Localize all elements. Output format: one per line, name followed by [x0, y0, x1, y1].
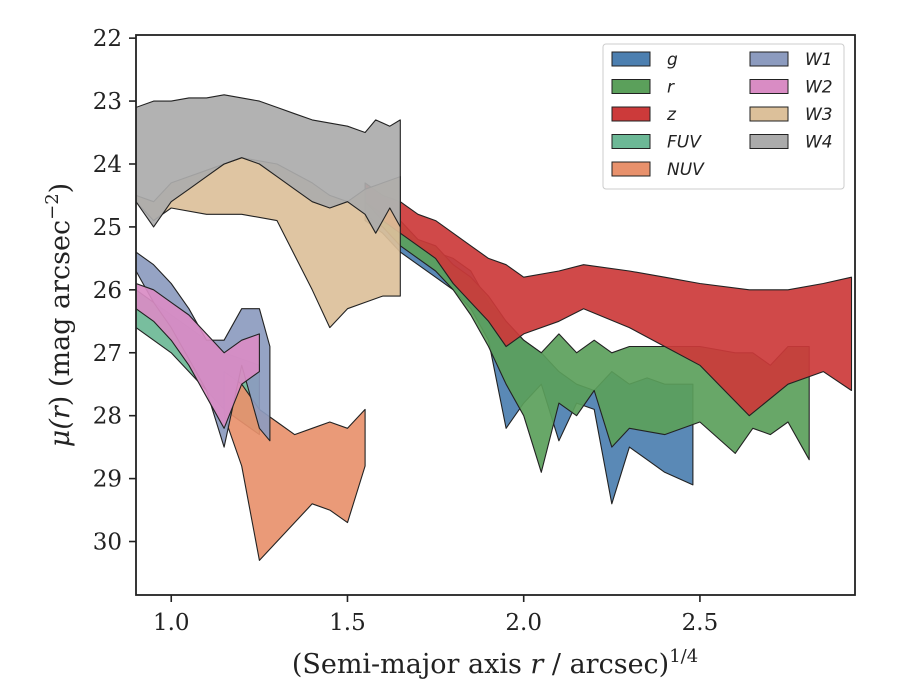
y-tick-label: 28 [93, 404, 122, 430]
legend-swatch-w4 [749, 134, 789, 149]
x-axis-label: (Semi-major axis r / arcsec)1/4 [292, 646, 698, 680]
legend-label-z: z [666, 105, 677, 125]
legend-swatch-w1 [749, 51, 789, 67]
legend-label-r: r [667, 78, 675, 98]
legend-swatch-w3 [749, 106, 789, 122]
y-tick-label: 29 [93, 467, 122, 493]
legend-swatch-fuv [611, 134, 651, 149]
y-axis: 22 23 24 25 26 27 28 29 30 [93, 26, 136, 556]
y-tick-label: 23 [93, 89, 122, 115]
x-axis: 1.0 1.5 2.0 2.5 [153, 595, 718, 636]
y-tick-label: 27 [93, 341, 122, 367]
legend-label-g: g [667, 50, 678, 70]
x-tick-label: 1.0 [153, 610, 190, 636]
legend-swatch-w2 [749, 79, 789, 94]
plot-area [136, 94, 853, 561]
x-tick-label: 2.5 [682, 610, 719, 636]
legend-label-w1: W1 [805, 50, 833, 70]
x-tick-label: 2.0 [505, 610, 542, 636]
y-axis-label: μ(r) (mag arcsec−2) [42, 183, 76, 447]
y-tick-label: 26 [93, 278, 122, 304]
plot-frame [135, 34, 856, 596]
legend-swatch-g [611, 51, 651, 67]
legend-swatch-nuv [611, 161, 651, 177]
legend-label-fuv: FUV [667, 133, 702, 153]
legend-label-w3: W3 [805, 105, 833, 125]
y-tick-label: 22 [93, 26, 122, 52]
y-tick-label: 24 [93, 152, 122, 178]
band-w4 [136, 94, 401, 234]
band-z [364, 182, 853, 417]
legend-label-w4: W4 [805, 133, 833, 153]
legend: grz FUV NUV W1 W2 W3 W4 [602, 43, 845, 190]
legend-swatch-r [611, 79, 651, 94]
x-tick-label: 1.5 [329, 610, 366, 636]
legend-swatch-z [611, 106, 651, 122]
y-tick-label: 25 [93, 215, 122, 241]
legend-label-nuv: NUV [667, 160, 705, 180]
band-w2 [136, 282, 260, 429]
legend-label-w2: W2 [805, 78, 833, 98]
y-tick-label: 30 [93, 530, 122, 556]
